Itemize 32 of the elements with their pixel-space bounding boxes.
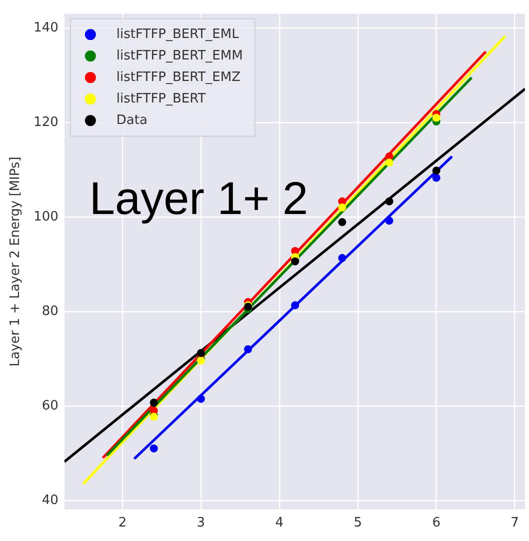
point bbox=[150, 444, 158, 452]
point bbox=[432, 174, 440, 182]
point bbox=[385, 216, 394, 225]
x-tick-label: 4 bbox=[275, 516, 284, 531]
legend-label: listFTFP_BERT_EMZ bbox=[116, 70, 241, 85]
y-tick-label: 80 bbox=[42, 304, 58, 319]
x-tick-label: 3 bbox=[196, 516, 206, 531]
point bbox=[150, 398, 158, 407]
point bbox=[432, 114, 440, 122]
y-tick-label: 40 bbox=[42, 492, 58, 508]
point bbox=[385, 158, 394, 167]
legend-label: listFTFP_BERT_EMM bbox=[116, 48, 243, 64]
y-tick-label: 140 bbox=[34, 20, 58, 36]
y-axis-title: Layer 1 + Layer 2 Energy [MIPs] bbox=[8, 156, 24, 367]
point bbox=[338, 254, 346, 262]
annotation: Layer 1+ 2 bbox=[89, 172, 308, 224]
y-tick-label: 100 bbox=[34, 209, 58, 224]
legend-label: listFTFP_BERT_EML bbox=[116, 26, 240, 42]
point bbox=[432, 166, 440, 175]
y-tick-label: 120 bbox=[34, 114, 58, 130]
point bbox=[244, 345, 252, 354]
x-tick-label: 6 bbox=[432, 516, 440, 531]
legend-label: listFTFP_BERT bbox=[116, 91, 206, 106]
point bbox=[196, 394, 205, 403]
point bbox=[385, 197, 394, 206]
point bbox=[291, 301, 300, 310]
legend-label: Data bbox=[116, 112, 148, 128]
x-tick-label: 2 bbox=[118, 516, 127, 531]
x-tick-label: 7 bbox=[510, 516, 519, 531]
point bbox=[338, 218, 346, 226]
y-tick-label: 60 bbox=[42, 398, 58, 414]
x-tick-label: 5 bbox=[354, 516, 362, 531]
